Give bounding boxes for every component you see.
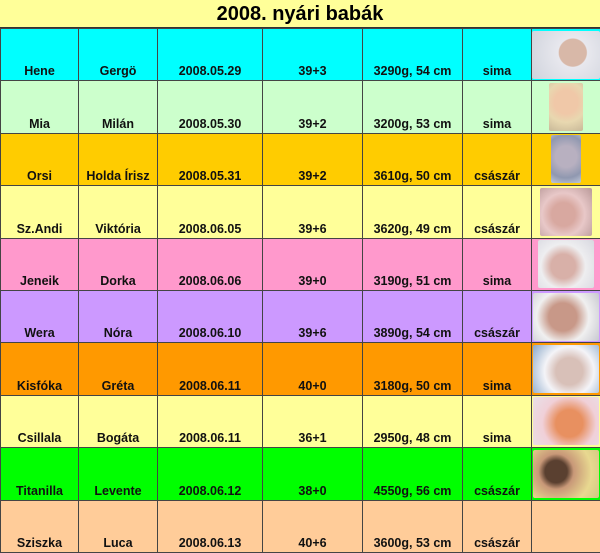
cell-baby: Bogáta [79,395,158,447]
cell-size: 3890g, 54 cm [363,290,463,342]
cell-birth: sima [463,29,532,81]
cell-week: 39+6 [263,186,363,238]
cell-date: 2008.06.11 [158,343,263,395]
cell-photo [532,290,600,342]
baby-photo [533,293,599,341]
cell-photo [532,133,600,185]
cell-size: 3180g, 50 cm [363,343,463,395]
cell-date: 2008.06.05 [158,186,263,238]
cell-week: 39+3 [263,29,363,81]
cell-size: 2950g, 48 cm [363,395,463,447]
cell-baby: Gréta [79,343,158,395]
cell-week: 38+0 [263,448,363,500]
cell-mother: Mia [1,81,79,133]
cell-date: 2008.05.30 [158,81,263,133]
cell-size: 3610g, 50 cm [363,133,463,185]
cell-birth: császár [463,133,532,185]
cell-photo [532,395,600,447]
cell-mother: Titanilla [1,448,79,500]
cell-date: 2008.06.10 [158,290,263,342]
cell-photo [532,81,600,133]
cell-date: 2008.06.12 [158,448,263,500]
cell-mother: Sziszka [1,500,79,552]
baby-photo [533,345,599,393]
cell-week: 39+0 [263,238,363,290]
cell-week: 36+1 [263,395,363,447]
cell-size: 4550g, 56 cm [363,448,463,500]
cell-size: 3200g, 53 cm [363,81,463,133]
baby-photo [538,240,594,288]
baby-photo [549,83,583,131]
cell-mother: Csillala [1,395,79,447]
cell-birth: sima [463,81,532,133]
baby-photo [551,135,581,183]
cell-size: 3620g, 49 cm [363,186,463,238]
baby-photo [532,31,600,79]
cell-baby: Luca [79,500,158,552]
cell-week: 39+2 [263,81,363,133]
cell-baby: Milán [79,81,158,133]
cell-photo [532,500,600,552]
cell-date: 2008.06.11 [158,395,263,447]
cell-date: 2008.06.13 [158,500,263,552]
cell-mother: Wera [1,290,79,342]
cell-birth: császár [463,448,532,500]
cell-week: 39+2 [263,133,363,185]
cell-date: 2008.05.31 [158,133,263,185]
cell-birth: sima [463,238,532,290]
table-title: 2008. nyári babák [0,0,600,28]
cell-mother: Kisfóka [1,343,79,395]
baby-photo [540,188,592,236]
baby-photo [533,450,599,498]
cell-birth: sima [463,343,532,395]
cell-photo [532,186,600,238]
cell-birth: császár [463,500,532,552]
cell-size: 3290g, 54 cm [363,29,463,81]
cell-size: 3600g, 53 cm [363,500,463,552]
cell-week: 40+0 [263,343,363,395]
cell-size: 3190g, 51 cm [363,238,463,290]
cell-mother: Orsi [1,133,79,185]
cell-birth: császár [463,290,532,342]
cell-birth: császár [463,186,532,238]
cell-mother: Hene [1,29,79,81]
cell-mother: Sz.Andi [1,186,79,238]
cell-date: 2008.05.29 [158,29,263,81]
cell-baby: Nóra [79,290,158,342]
cell-mother: Jeneik [1,238,79,290]
cell-week: 40+6 [263,500,363,552]
cell-baby: Dorka [79,238,158,290]
cell-baby: Viktória [79,186,158,238]
cell-baby: Levente [79,448,158,500]
cell-photo [532,29,600,81]
cell-photo [532,448,600,500]
baby-photo [533,397,599,445]
cell-baby: Gergö [79,29,158,81]
cell-date: 2008.06.06 [158,238,263,290]
cell-baby: Holda Írisz [79,133,158,185]
cell-photo [532,343,600,395]
cell-birth: sima [463,395,532,447]
cell-week: 39+6 [263,290,363,342]
cell-photo [532,238,600,290]
